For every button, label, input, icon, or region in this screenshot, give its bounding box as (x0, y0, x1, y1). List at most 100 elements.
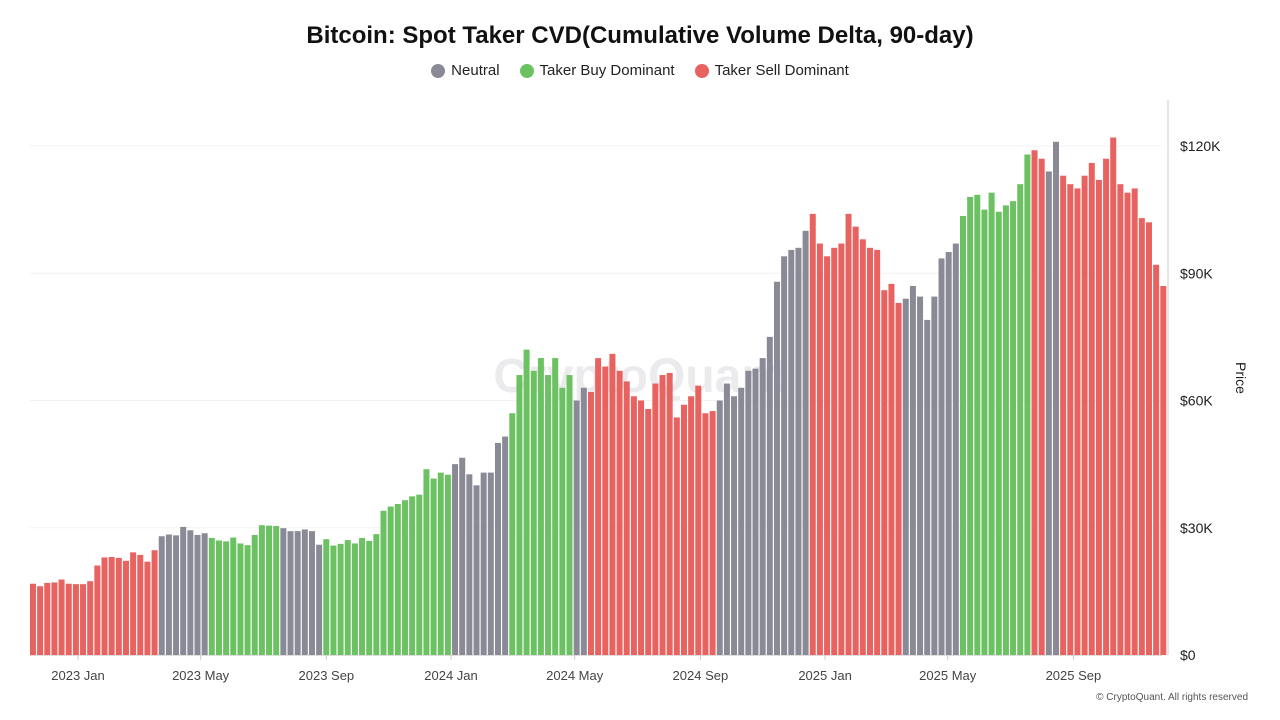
price-bar-buy (1010, 201, 1017, 655)
price-bar-sell (1145, 222, 1152, 655)
price-bar-buy (1002, 205, 1009, 655)
price-bar-neutral (580, 387, 587, 655)
price-bar-neutral (738, 387, 745, 655)
price-bar-sell (688, 396, 695, 655)
price-bar-neutral (494, 442, 501, 655)
price-bar-sell (845, 213, 852, 655)
price-bar-neutral (917, 296, 924, 655)
legend-dot-buy (519, 63, 534, 78)
price-bar-sell (122, 560, 129, 655)
price-bar-neutral (316, 544, 323, 655)
price-bar-buy (230, 537, 237, 655)
price-bar-sell (852, 226, 859, 655)
price-bar-neutral (466, 474, 473, 655)
price-bar-buy (552, 358, 559, 655)
legend-label: Taker Buy Dominant (539, 62, 675, 79)
price-bar-buy (394, 503, 401, 655)
price-bar-buy (1024, 154, 1031, 655)
price-bar-sell (838, 243, 845, 655)
price-bar-neutral (773, 281, 780, 655)
price-bar-buy (359, 537, 366, 655)
price-bar-buy (516, 375, 523, 655)
price-bar-sell (1038, 158, 1045, 655)
price-bar-buy (380, 510, 387, 655)
price-bar-buy (337, 543, 344, 655)
price-bar-sell (1117, 184, 1124, 656)
price-bar-sell (695, 385, 702, 655)
price-bar-neutral (731, 396, 738, 655)
price-bar-buy (387, 506, 394, 655)
legend-item-neutral[interactable]: Neutral (431, 62, 500, 79)
price-bar-neutral (924, 319, 931, 655)
price-bar-sell (1138, 218, 1145, 655)
price-bar-sell (1103, 158, 1110, 655)
legend-item-buy[interactable]: Taker Buy Dominant (519, 62, 675, 79)
price-bar-buy (423, 469, 430, 655)
price-bar-neutral (1052, 141, 1059, 656)
price-bar-sell (881, 290, 888, 655)
price-bar-buy (523, 349, 530, 655)
price-bar-sell (115, 557, 122, 655)
x-tick-label: 2025 Jan (798, 668, 852, 683)
y-tick-label: $60K (1180, 393, 1213, 409)
price-bar-sell (895, 302, 902, 655)
price-bar-neutral (745, 370, 752, 655)
price-bar-sell (1160, 285, 1167, 655)
price-bar-buy (537, 358, 544, 655)
price-bar-sell (859, 239, 866, 656)
price-bar-sell (1153, 264, 1160, 655)
price-bar-sell (72, 584, 79, 655)
price-bar-neutral (781, 256, 788, 655)
price-bar-sell (29, 583, 36, 655)
y-tick-label: $120K (1180, 138, 1221, 154)
price-bar-neutral (902, 298, 909, 655)
price-bar-neutral (952, 243, 959, 655)
price-bar-sell (101, 557, 108, 655)
price-bar-sell (702, 413, 709, 655)
price-bar-sell (587, 392, 594, 655)
price-bar-neutral (287, 531, 294, 655)
price-bar-buy (215, 540, 222, 655)
price-bar-buy (444, 474, 451, 655)
y-axis-label: Price (1233, 362, 1249, 394)
price-bar-neutral (280, 528, 287, 655)
price-bar-sell (108, 557, 115, 655)
price-bar-sell (130, 552, 137, 655)
price-bar-neutral (945, 252, 952, 655)
price-bar-sell (831, 247, 838, 656)
price-bar-buy (437, 472, 444, 655)
price-bar-buy (416, 494, 423, 655)
price-bar-buy (251, 534, 258, 655)
price-bar-sell (37, 586, 44, 655)
price-bar-buy (323, 539, 330, 655)
price-bar-sell (65, 583, 72, 655)
price-bar-sell (888, 283, 895, 655)
price-bar-neutral (1045, 171, 1052, 655)
price-bar-sell (866, 247, 873, 656)
price-bar-sell (824, 256, 831, 655)
y-tick-label: $90K (1180, 265, 1213, 281)
price-bar-sell (630, 396, 637, 655)
x-tick-label: 2025 Sep (1046, 668, 1102, 683)
price-bar-sell (638, 400, 645, 655)
price-bar-buy (566, 375, 573, 655)
x-tick-label: 2024 May (546, 668, 604, 683)
price-bar-sell (137, 554, 144, 655)
price-bar-sell (680, 404, 687, 655)
x-tick-label: 2023 Jan (51, 668, 105, 683)
price-bar-neutral (795, 247, 802, 656)
price-bar-sell (1060, 175, 1067, 656)
legend-item-sell[interactable]: Taker Sell Dominant (694, 62, 849, 79)
price-bar-neutral (931, 296, 938, 655)
price-bar-sell (874, 249, 881, 655)
price-bar-buy (430, 478, 437, 655)
price-bar-neutral (158, 536, 165, 655)
price-bar-buy (373, 534, 380, 655)
x-tick-label: 2024 Sep (673, 668, 729, 683)
price-bar-neutral (180, 526, 187, 655)
legend-dot-sell (694, 63, 709, 78)
price-bar-neutral (938, 258, 945, 655)
price-bar-buy (974, 194, 981, 655)
price-bar-neutral (766, 336, 773, 655)
